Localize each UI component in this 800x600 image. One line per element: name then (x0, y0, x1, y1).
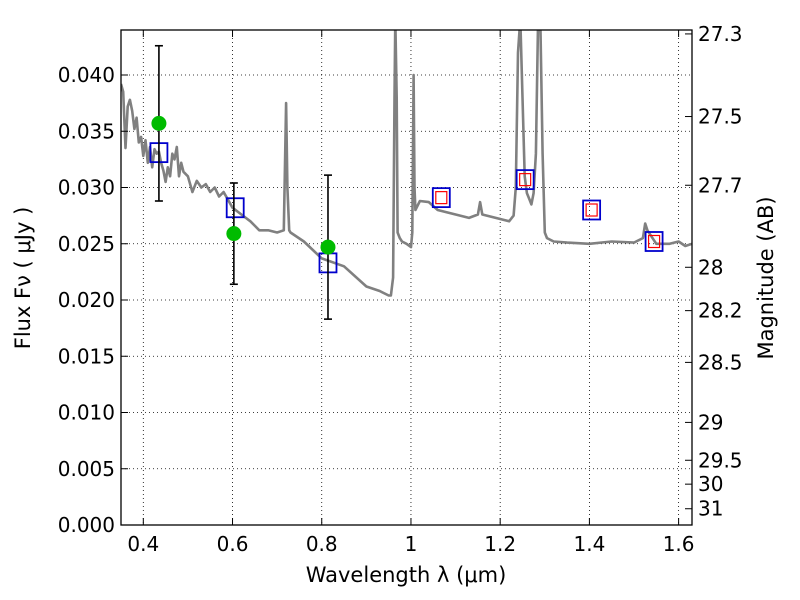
mag-tick-label: 28.5 (698, 350, 743, 374)
model-box (431, 187, 451, 209)
mag-tick-label: 30 (698, 472, 723, 496)
y2-axis-label: Magnitude (AB) (754, 196, 778, 359)
y-tick-label: 0.035 (58, 119, 115, 143)
y-tick-labels: 0.000 0.005 0.010 0.015 0.020 0.025 0.030 0.035… (58, 63, 115, 537)
observed-point (226, 226, 242, 242)
ir-inner-marker (435, 191, 448, 205)
y-tick-label: 0.005 (58, 457, 115, 481)
sed-curve (121, 30, 692, 297)
observed-point (320, 239, 336, 255)
ir-inner-marker (585, 203, 598, 217)
axis-ticks (121, 30, 692, 526)
x-tick-label: 1.6 (663, 532, 695, 556)
y-tick-label: 0.015 (58, 344, 115, 368)
model-box (582, 199, 602, 221)
plot-frame (120, 29, 693, 526)
mag-tick-label: 29 (698, 410, 723, 434)
x-tick-label: 0.4 (127, 532, 159, 556)
x-axis-label: Wavelength λ (μm) (306, 563, 507, 587)
mag-tick-label: 27.5 (698, 105, 743, 129)
grid (121, 30, 692, 526)
y-tick-label: 0.020 (58, 288, 115, 312)
mag-tick-label: 27.7 (698, 173, 743, 197)
x-tick-labels: 0.4 0.6 0.8 1 1.2 1.4 1.6 (127, 532, 694, 556)
mag-tick-label: 31 (698, 497, 723, 521)
x-tick-label: 1.2 (484, 532, 516, 556)
mag-tick-label: 28.2 (698, 299, 743, 323)
plot-data (121, 30, 692, 320)
x-tick-label: 1 (405, 532, 418, 556)
y-tick-label: 0.040 (58, 63, 115, 87)
y-tick-label: 0.025 (58, 232, 115, 256)
y-tick-label: 0.030 (58, 176, 115, 200)
x-tick-label: 0.8 (306, 532, 338, 556)
ir-inner-marker (519, 173, 532, 187)
mag-tick-label: 27.3 (698, 22, 743, 46)
model-box (515, 169, 535, 191)
mag-tick-label: 29.5 (698, 448, 743, 472)
x-tick-label: 1.4 (573, 532, 605, 556)
x-tick-label: 0.6 (217, 532, 249, 556)
model-box (644, 231, 664, 252)
mag-tick-label: 28 (698, 255, 723, 279)
y-tick-label: 0.000 (58, 513, 115, 537)
model-box (225, 197, 245, 219)
y-tick-label: 0.010 (58, 401, 115, 425)
ir-inner-marker (647, 234, 661, 249)
observed-point (151, 115, 167, 131)
y-axis-label: Flux Fν ( μJy ) (11, 207, 35, 350)
